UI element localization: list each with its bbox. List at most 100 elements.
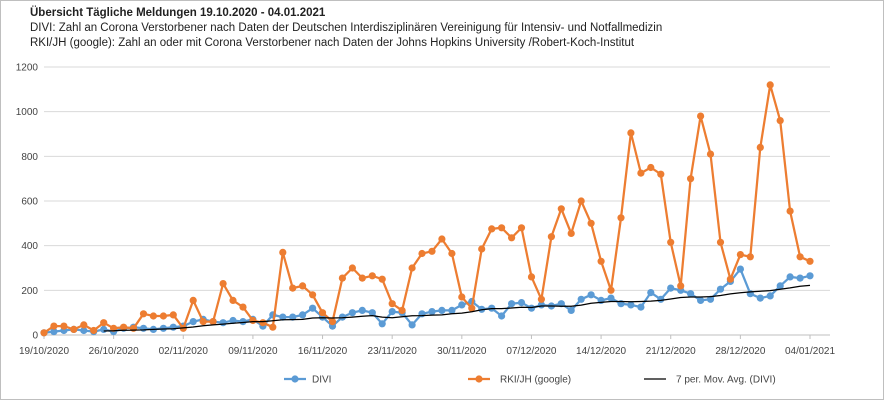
x-tick-label: 14/12/2020 — [576, 346, 626, 357]
data-point-divi — [517, 299, 526, 307]
data-point-divi — [667, 284, 675, 292]
series-line-7-per-mov-avg-divi — [103, 284, 811, 332]
legend-label-rki-jh-google: RKI/JH (google) — [500, 375, 571, 386]
data-point-divi — [239, 318, 247, 326]
data-point-divi — [657, 295, 665, 303]
data-point-divi — [587, 291, 595, 299]
data-point-divi — [408, 321, 416, 329]
x-axis-ticks: 19/10/2020 26/10/2020 02/11/2020 09/11/2020… — [19, 335, 835, 357]
data-point-divi — [508, 300, 516, 308]
data-point-divi — [647, 289, 655, 297]
data-point-divi — [687, 290, 695, 298]
data-point-divi — [806, 272, 814, 280]
subtitle-divi: DIVI: Zahl an Corona Verstorbener nach D… — [30, 22, 663, 34]
y-tick-label: 800 — [21, 152, 38, 163]
x-tick-label: 28/12/2020 — [715, 346, 765, 357]
data-point-divi — [189, 318, 197, 326]
data-point-rki-jh-google — [249, 316, 257, 325]
x-tick-label: 02/11/2020 — [159, 346, 209, 357]
data-point-rki-jh-google — [796, 253, 804, 261]
legend-label-divi: DIVI — [312, 375, 331, 386]
data-point-divi — [567, 306, 575, 314]
data-point-rki-jh-google — [498, 224, 506, 232]
data-point-divi — [627, 301, 635, 309]
x-tick-label: 19/10/2020 — [19, 346, 69, 357]
data-point-rki-jh-google — [567, 229, 575, 237]
data-point-rki-jh-google — [309, 291, 317, 299]
data-point-rki-jh-google — [239, 303, 247, 311]
data-point-divi — [100, 325, 108, 333]
data-point-rki-jh-google — [746, 253, 754, 261]
data-point-rki-jh-google — [597, 257, 605, 265]
data-point-rki-jh-google — [159, 312, 167, 320]
data-point-rki-jh-google — [169, 311, 177, 319]
x-tick-label: 23/11/2020 — [368, 346, 418, 357]
data-point-divi — [289, 313, 297, 321]
series-divi — [40, 265, 814, 337]
data-point-rki-jh-google — [219, 280, 227, 288]
data-point-rki-jh-google — [279, 248, 287, 256]
x-tick-label: 26/10/2020 — [89, 346, 139, 357]
data-point-rki-jh-google — [657, 170, 665, 178]
data-point-rki-jh-google — [527, 273, 536, 281]
data-point-rki-jh-google — [557, 205, 565, 213]
data-point-rki-jh-google — [199, 318, 207, 326]
series-7-per-mov-avg-divi — [103, 284, 811, 332]
data-point-rki-jh-google — [40, 329, 48, 337]
data-point-rki-jh-google — [468, 304, 476, 312]
data-point-divi — [697, 296, 705, 304]
data-point-rki-jh-google — [438, 235, 446, 243]
data-point-rki-jh-google — [70, 325, 78, 333]
data-point-rki-jh-google — [697, 112, 705, 120]
data-point-divi — [637, 303, 645, 311]
data-point-divi — [438, 306, 446, 314]
data-point-rki-jh-google — [60, 322, 68, 330]
data-point-divi — [80, 326, 88, 335]
data-point-rki-jh-google — [736, 251, 745, 259]
data-point-rki-jh-google — [139, 310, 148, 318]
data-point-rki-jh-google — [368, 272, 376, 280]
data-point-rki-jh-google — [537, 295, 546, 303]
data-point-rki-jh-google — [358, 274, 366, 282]
data-point-divi — [169, 323, 177, 331]
title-block: Übersicht Tägliche Meldungen 19.10.2020 … — [30, 6, 662, 51]
data-point-rki-jh-google — [716, 238, 725, 246]
data-point-rki-jh-google — [766, 81, 774, 89]
data-point-rki-jh-google — [100, 319, 108, 327]
data-point-rki-jh-google — [488, 225, 496, 233]
data-point-rki-jh-google — [229, 296, 237, 304]
data-point-divi — [368, 309, 376, 317]
data-point-divi — [557, 300, 565, 308]
x-tick-label: 16/11/2020 — [298, 346, 348, 357]
data-point-rki-jh-google — [587, 219, 595, 227]
data-point-rki-jh-google — [259, 319, 267, 327]
data-point-divi — [388, 308, 396, 316]
data-point-rki-jh-google — [637, 169, 645, 177]
y-tick-label: 200 — [21, 286, 38, 297]
data-point-divi — [159, 324, 167, 332]
data-point-divi — [428, 308, 436, 316]
data-point-rki-jh-google — [189, 296, 197, 304]
data-point-rki-jh-google — [338, 274, 346, 282]
data-point-divi — [378, 320, 386, 328]
data-point-rki-jh-google — [577, 197, 585, 205]
y-tick-label: 1000 — [16, 107, 39, 118]
data-point-divi — [279, 313, 287, 321]
data-point-divi — [736, 265, 745, 273]
data-point-divi — [716, 285, 725, 293]
data-point-divi — [50, 328, 58, 336]
data-point-rki-jh-google — [448, 249, 456, 258]
x-tick-label: 21/12/2020 — [646, 346, 696, 357]
plot-area — [40, 81, 814, 337]
data-point-rki-jh-google — [508, 234, 516, 242]
grid — [44, 66, 830, 336]
data-point-divi — [786, 273, 794, 281]
data-point-rki-jh-google — [328, 318, 337, 326]
data-point-rki-jh-google — [318, 309, 327, 317]
series-rki-jh-google — [40, 81, 814, 337]
data-point-rki-jh-google — [547, 233, 556, 241]
data-point-rki-jh-google — [786, 207, 794, 215]
data-point-rki-jh-google — [647, 163, 655, 172]
data-point-rki-jh-google — [269, 323, 277, 331]
